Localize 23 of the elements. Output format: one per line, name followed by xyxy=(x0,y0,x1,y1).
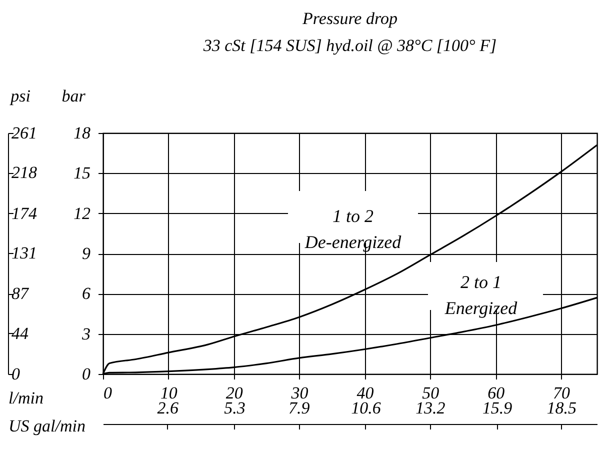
y2-tick-label: 87 xyxy=(12,284,30,304)
x-axis-title: l/min xyxy=(8,388,44,408)
y2-tick-label: 44 xyxy=(12,324,29,343)
series-label: 2 to 1 Energized xyxy=(444,272,518,318)
y-tick-label: 18 xyxy=(74,124,91,142)
y2-tick-label: 261 xyxy=(12,124,37,142)
y2-tick-label: 131 xyxy=(12,244,37,263)
y-tick-label: 12 xyxy=(74,204,91,223)
y2-tick-label: 174 xyxy=(12,204,38,223)
y2-tick-label: 218 xyxy=(12,163,38,182)
y2-axis-title: psi xyxy=(10,86,31,106)
y-tick-label: 0 xyxy=(82,364,91,384)
chart-subtitle: 33 cSt [154 SUS] hyd.oil @ 38°C [100° F] xyxy=(202,36,497,55)
y-tick-label: 6 xyxy=(82,284,91,304)
y-tick-label: 15 xyxy=(74,164,90,183)
x2-axis-title: US gal/min xyxy=(8,416,86,436)
series-label: 1 to 2 De-energized xyxy=(304,206,402,252)
x-tick-label: 0 xyxy=(104,384,112,402)
y-tick-label: 9 xyxy=(82,244,91,263)
y-axis-title: bar xyxy=(62,86,86,106)
y2-tick-label: 0 xyxy=(12,364,20,384)
y-tick-label: 3 xyxy=(81,324,90,344)
chart-title: Pressure drop xyxy=(302,9,398,28)
